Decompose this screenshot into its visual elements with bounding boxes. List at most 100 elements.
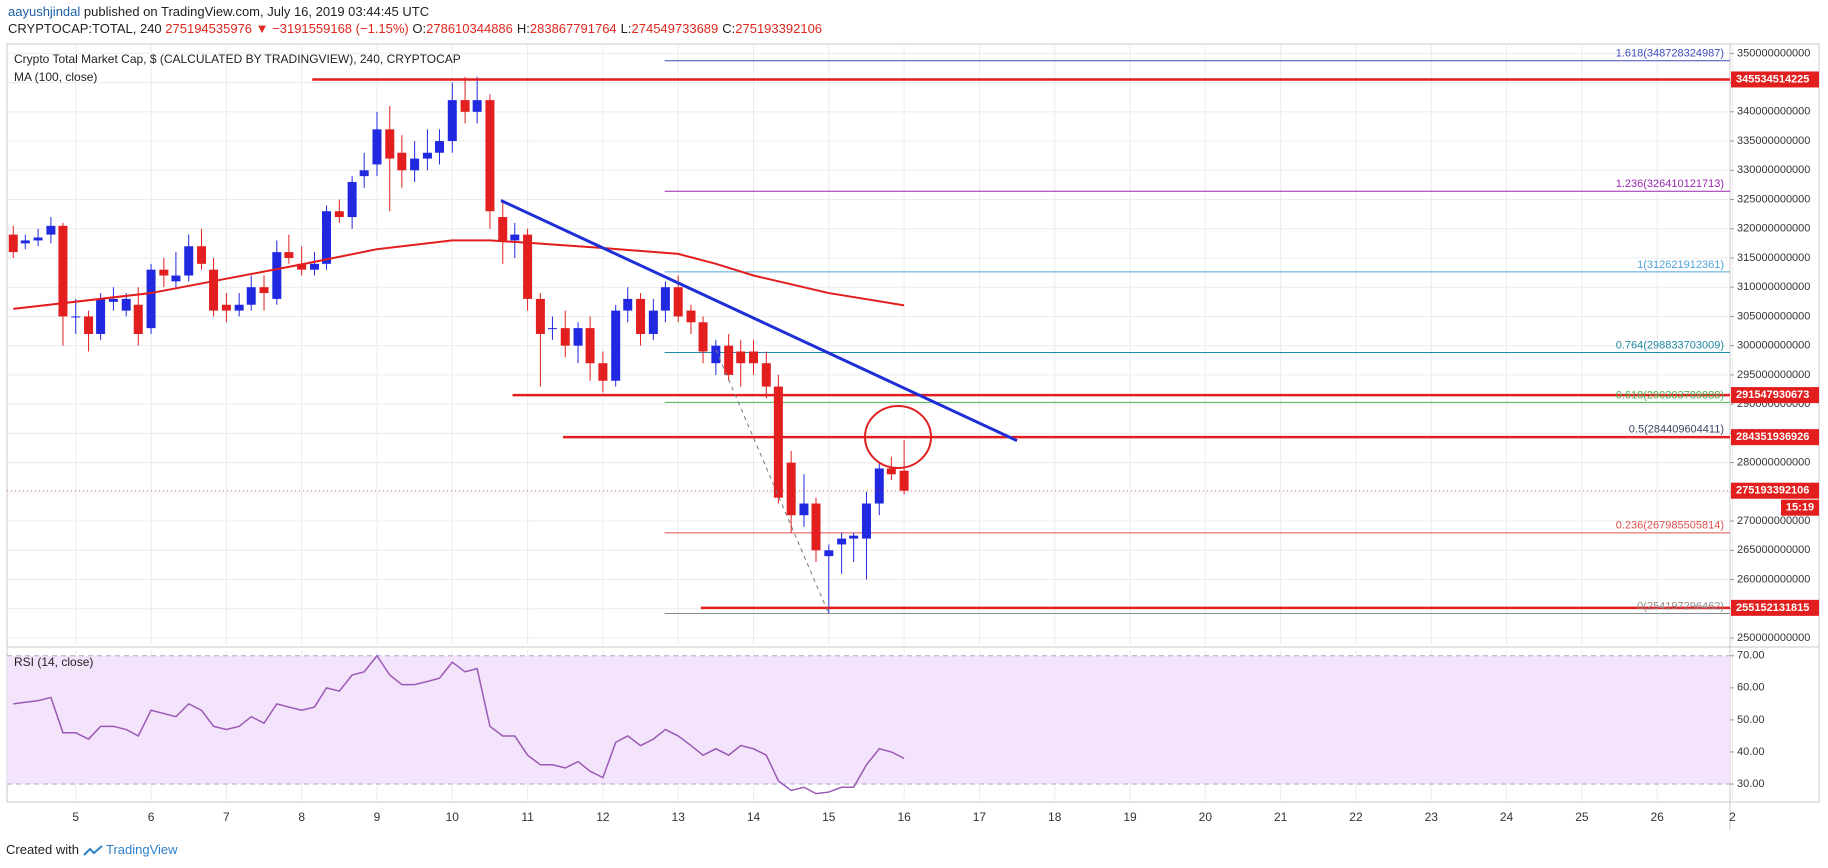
candle-body	[397, 152, 407, 171]
y-tick-label: 270000000000	[1737, 515, 1810, 527]
candle-body	[133, 304, 143, 334]
candle-body	[535, 298, 545, 334]
candle-body	[686, 310, 696, 323]
x-tick-label: 25	[1575, 810, 1589, 824]
ma-legend: MA (100, close)	[14, 70, 97, 84]
ohlc-label: L:	[620, 21, 632, 36]
x-tick-label: 7	[223, 810, 230, 824]
candle-body	[272, 252, 282, 299]
level-tag-label: 345534514225	[1736, 73, 1809, 85]
candle-body	[96, 298, 106, 334]
ohlc: O:278610344886 H:283867791764 L:2745497336…	[412, 21, 826, 36]
highlight-circle	[864, 405, 932, 469]
x-tick-label: 14	[747, 810, 761, 824]
y-tick-label: 320000000000	[1737, 223, 1810, 235]
ma-line	[13, 239, 905, 310]
symbol: CRYPTOCAP:TOTAL, 240	[8, 21, 162, 36]
rsi-line	[13, 654, 905, 795]
y-tick-label: 350000000000	[1737, 47, 1810, 59]
rsi-tick-label: 50.00	[1737, 714, 1765, 726]
created-with: Created with	[6, 842, 79, 857]
candle-body	[84, 316, 94, 334]
x-tick-label: 21	[1274, 810, 1288, 824]
level-tag-label: 284351936926	[1736, 431, 1809, 443]
candle-body	[585, 328, 595, 364]
current-price-label: 275193392106	[1736, 485, 1809, 497]
candle-body	[786, 462, 796, 516]
brand[interactable]: TradingView	[106, 842, 178, 857]
y-tick-label: 265000000000	[1737, 544, 1810, 556]
fib-label: 0.764(298833703009)	[1616, 339, 1724, 351]
ohlc-value: 274549733689	[631, 21, 719, 36]
candle-body	[33, 237, 43, 241]
y-tick-label: 325000000000	[1737, 193, 1810, 205]
x-tick-label: 10	[446, 810, 460, 824]
candle-body	[623, 298, 633, 311]
last: 275194535976	[165, 21, 253, 36]
x-tick-label: 24	[1500, 810, 1514, 824]
header-line: aayushjindal published on TradingView.co…	[8, 4, 429, 19]
candle-body	[724, 345, 734, 375]
x-tick-label: 8	[298, 810, 305, 824]
candle-body	[259, 287, 269, 294]
candle-body	[636, 298, 646, 334]
candle-body	[849, 535, 859, 539]
candle-body	[197, 246, 207, 264]
author[interactable]: aayushjindal	[8, 4, 81, 19]
x-tick-label: 20	[1199, 810, 1213, 824]
ohlc-value: 283867791764	[529, 21, 617, 36]
candle-body	[837, 538, 847, 545]
candle-body	[359, 170, 369, 177]
candle-body	[874, 468, 884, 504]
candle-body	[159, 269, 169, 276]
candle-body	[121, 298, 131, 311]
candle-body	[334, 211, 344, 218]
swing-line	[715, 349, 829, 613]
candle-body	[598, 363, 608, 381]
candle-body	[108, 298, 118, 302]
x-tick-label: 16	[897, 810, 911, 824]
candle-body	[886, 468, 896, 475]
candle-body	[347, 181, 357, 218]
candle-body	[761, 363, 771, 387]
fib-label: 1.618(348728324987)	[1616, 48, 1724, 60]
candle-body	[523, 234, 533, 299]
candle-body	[234, 304, 244, 311]
y-tick-label: 330000000000	[1737, 164, 1810, 176]
ohlc-label: C:	[722, 21, 736, 36]
candle-body	[799, 503, 809, 516]
candle-body	[773, 386, 783, 498]
fib-label: 1(312621912361)	[1637, 259, 1724, 271]
countdown: 15:19	[1786, 502, 1814, 514]
candle-body	[58, 225, 68, 317]
countdown-tag	[1781, 499, 1819, 516]
candle-body	[460, 100, 470, 112]
level-tag	[1731, 387, 1819, 404]
change: ▼ −3191559168 (−1.15%)	[255, 21, 409, 36]
x-tick-label: 9	[374, 810, 381, 824]
rsi-tick-label: 70.00	[1737, 650, 1765, 662]
candle-body	[8, 234, 18, 253]
candle-body	[811, 503, 821, 551]
candle-body	[246, 287, 256, 305]
published: published on TradingView.com, July 16, 2…	[83, 4, 430, 19]
candle-body	[20, 240, 30, 244]
fib-label: 0.236(267985505814)	[1616, 520, 1724, 532]
candle-body	[698, 322, 708, 352]
x-tick-label: 2	[1729, 810, 1736, 824]
x-tick-label: 5	[72, 810, 79, 824]
candle-body	[309, 263, 319, 270]
candle-body	[510, 234, 520, 241]
rsi-tick-label: 40.00	[1737, 746, 1765, 758]
candle-body	[46, 225, 56, 235]
current-price-tag	[1731, 482, 1819, 499]
candle-body	[611, 310, 621, 381]
candle-body	[660, 287, 670, 311]
level-tag	[1731, 429, 1819, 446]
labels: 5 6 7 8 9 10 11 12 13 14 15 16 17 18 19 20 21 22 23 24 25 26 2…	[72, 47, 1819, 824]
candle-body	[498, 217, 508, 241]
x-tick-label: 11	[521, 810, 534, 824]
rsi-tick-label: 60.00	[1737, 682, 1765, 694]
rsi-tick-label: 30.00	[1737, 778, 1765, 790]
